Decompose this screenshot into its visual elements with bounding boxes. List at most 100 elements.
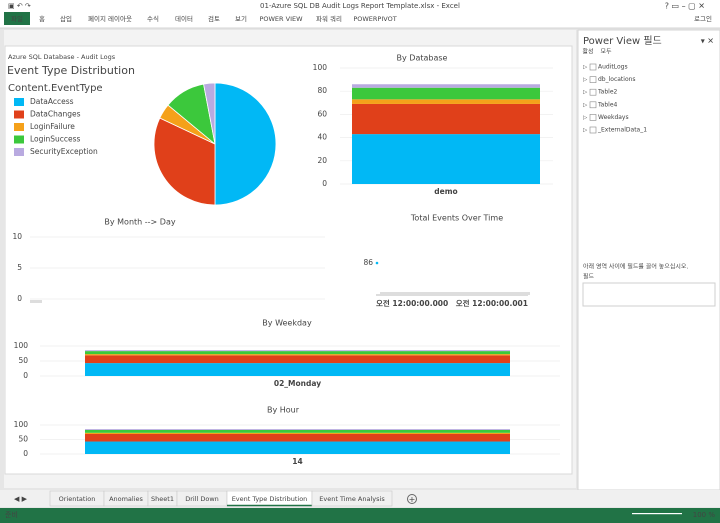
pane-tab[interactable]: 모두 bbox=[600, 49, 612, 56]
table-icon bbox=[589, 101, 597, 109]
pane-tab[interactable]: 활성 bbox=[582, 48, 593, 56]
pane-title: Power View 필드 bbox=[583, 35, 662, 47]
chart-title: By Hour bbox=[267, 406, 300, 415]
legend-swatch bbox=[14, 98, 24, 106]
scrollbar[interactable] bbox=[30, 300, 42, 303]
report-header: Azure SQL Database - Audit Logs bbox=[8, 53, 116, 61]
title-ribbon bbox=[0, 0, 720, 28]
zoom-slider[interactable] bbox=[632, 513, 682, 515]
table-icon bbox=[589, 126, 597, 134]
bar-segment bbox=[85, 351, 510, 355]
sheet-tab-label[interactable]: Orientation bbox=[59, 495, 96, 503]
ribbon-tab[interactable]: 파워 쿼리 bbox=[316, 14, 342, 23]
legend-label: LoginSuccess bbox=[30, 135, 81, 144]
table-icon bbox=[589, 88, 597, 96]
ribbon-tab[interactable]: 파일 bbox=[11, 14, 23, 23]
field-name[interactable]: _ExternalData_1 bbox=[597, 127, 647, 134]
fields-drop-area[interactable] bbox=[582, 282, 716, 307]
bar-segment bbox=[85, 429, 510, 433]
table-icon bbox=[589, 114, 597, 121]
window-title: 01-Azure SQL DB Audit Logs Report Templa… bbox=[260, 2, 460, 10]
file-tab-bg bbox=[4, 12, 30, 25]
bar-segment bbox=[85, 441, 510, 454]
y-tick-label: 20 bbox=[317, 156, 327, 165]
pie-slice bbox=[153, 117, 216, 206]
ribbon-tab[interactable]: 페이지 레이아웃 bbox=[88, 14, 132, 23]
x-tick-label: 14 bbox=[292, 457, 302, 466]
sheet-tab-label[interactable]: Anomalies bbox=[109, 495, 143, 503]
legend-label: DataAccess bbox=[30, 97, 74, 106]
ribbon-tab[interactable]: 삽입 bbox=[60, 14, 72, 23]
ribbon-tab[interactable]: 홈 bbox=[39, 14, 45, 23]
chart-title: By Weekday bbox=[262, 319, 312, 328]
field-name[interactable]: db_locations bbox=[598, 76, 636, 83]
y-tick-label: 0 bbox=[17, 294, 22, 303]
pie-slice bbox=[214, 82, 277, 206]
x-tick-label: 오전 12:00:00.000 bbox=[376, 298, 448, 308]
y-tick-label: 50 bbox=[18, 435, 28, 444]
y-tick-label: 0 bbox=[23, 449, 28, 458]
legend-label: DataChanges bbox=[30, 110, 81, 119]
field-expander[interactable]: ▷ bbox=[583, 90, 588, 96]
y-tick-label: 80 bbox=[317, 86, 327, 95]
x-tick-label: demo bbox=[434, 187, 457, 196]
field-expander[interactable]: ▷ bbox=[583, 65, 588, 71]
window-controls[interactable]: ? ▭ – ▢ ✕ bbox=[665, 2, 705, 11]
sheet-tab-label[interactable]: Event Time Analysis bbox=[319, 495, 385, 503]
sheet-tab-label[interactable]: Event Type Distribution bbox=[232, 495, 308, 503]
y-tick-label: 0 bbox=[322, 179, 327, 188]
account[interactable]: 로그인 bbox=[694, 14, 712, 23]
table-icon bbox=[589, 76, 597, 83]
field-name[interactable]: Table4 bbox=[597, 101, 618, 108]
zoom-level: 100 % bbox=[693, 511, 716, 519]
sheet-tab-label[interactable]: Drill Down bbox=[185, 495, 219, 503]
field-name[interactable]: Table2 bbox=[597, 89, 618, 96]
bar-segment bbox=[352, 84, 540, 88]
field-expander[interactable]: ▷ bbox=[583, 128, 588, 134]
add-sheet-button[interactable] bbox=[407, 494, 417, 504]
legend-swatch bbox=[14, 135, 24, 144]
add-sheet-plus[interactable]: + bbox=[409, 495, 416, 504]
y-tick-label: 100 bbox=[14, 341, 29, 350]
table-icon bbox=[589, 63, 597, 71]
field-expander[interactable]: ▷ bbox=[583, 102, 588, 108]
ribbon-tab[interactable]: 검토 bbox=[208, 15, 220, 23]
bar-segment bbox=[85, 354, 510, 356]
chart-title: Event Type Distribution bbox=[7, 64, 135, 77]
bar-segment bbox=[85, 350, 510, 352]
bar-segment bbox=[352, 99, 540, 104]
legend-label: SecurityException bbox=[30, 147, 98, 156]
bar-segment bbox=[85, 355, 510, 364]
field-expander[interactable]: ▷ bbox=[583, 77, 588, 83]
y-tick-label: 0 bbox=[23, 371, 28, 380]
sheet-tab-label[interactable]: Sheet1 bbox=[151, 495, 174, 503]
pane-area-label: 필드 bbox=[583, 274, 595, 281]
ribbon-tab[interactable]: 수식 bbox=[147, 14, 159, 23]
legend-title: Content.EventType bbox=[8, 83, 103, 94]
sheet-tab[interactable] bbox=[311, 490, 393, 507]
y-tick-label: 50 bbox=[18, 356, 28, 365]
bar-segment bbox=[352, 134, 540, 184]
fields-pane bbox=[577, 29, 720, 491]
x-tick-label: 02_Monday bbox=[274, 379, 321, 388]
scrollbar[interactable] bbox=[380, 292, 530, 295]
bar-segment bbox=[85, 432, 510, 434]
bar-segment bbox=[85, 433, 510, 442]
point bbox=[375, 261, 379, 265]
chart-title: By Month --> Day bbox=[104, 218, 175, 227]
ribbon-tab[interactable]: 보기 bbox=[235, 14, 247, 23]
y-tick-label: 40 bbox=[317, 133, 327, 142]
bar-segment bbox=[85, 363, 510, 376]
y-tick-label: 60 bbox=[317, 109, 327, 118]
legend-label: LoginFailure bbox=[30, 122, 75, 131]
sheet-nav[interactable]: ◀ ▶ bbox=[14, 495, 28, 503]
field-expander[interactable]: ▷ bbox=[583, 115, 588, 121]
ribbon-tab[interactable]: POWERPIVOT bbox=[353, 15, 396, 23]
ribbon-tab[interactable]: 데이터 bbox=[175, 14, 193, 23]
status-text: 준비 bbox=[5, 510, 18, 519]
field-name[interactable]: AuditLogs bbox=[598, 64, 628, 71]
ribbon-tab[interactable]: POWER VIEW bbox=[259, 15, 303, 23]
pane-close[interactable]: ▾ ✕ bbox=[701, 37, 714, 46]
data-label: 86 bbox=[363, 258, 373, 267]
field-name[interactable]: Weekdays bbox=[598, 114, 629, 121]
